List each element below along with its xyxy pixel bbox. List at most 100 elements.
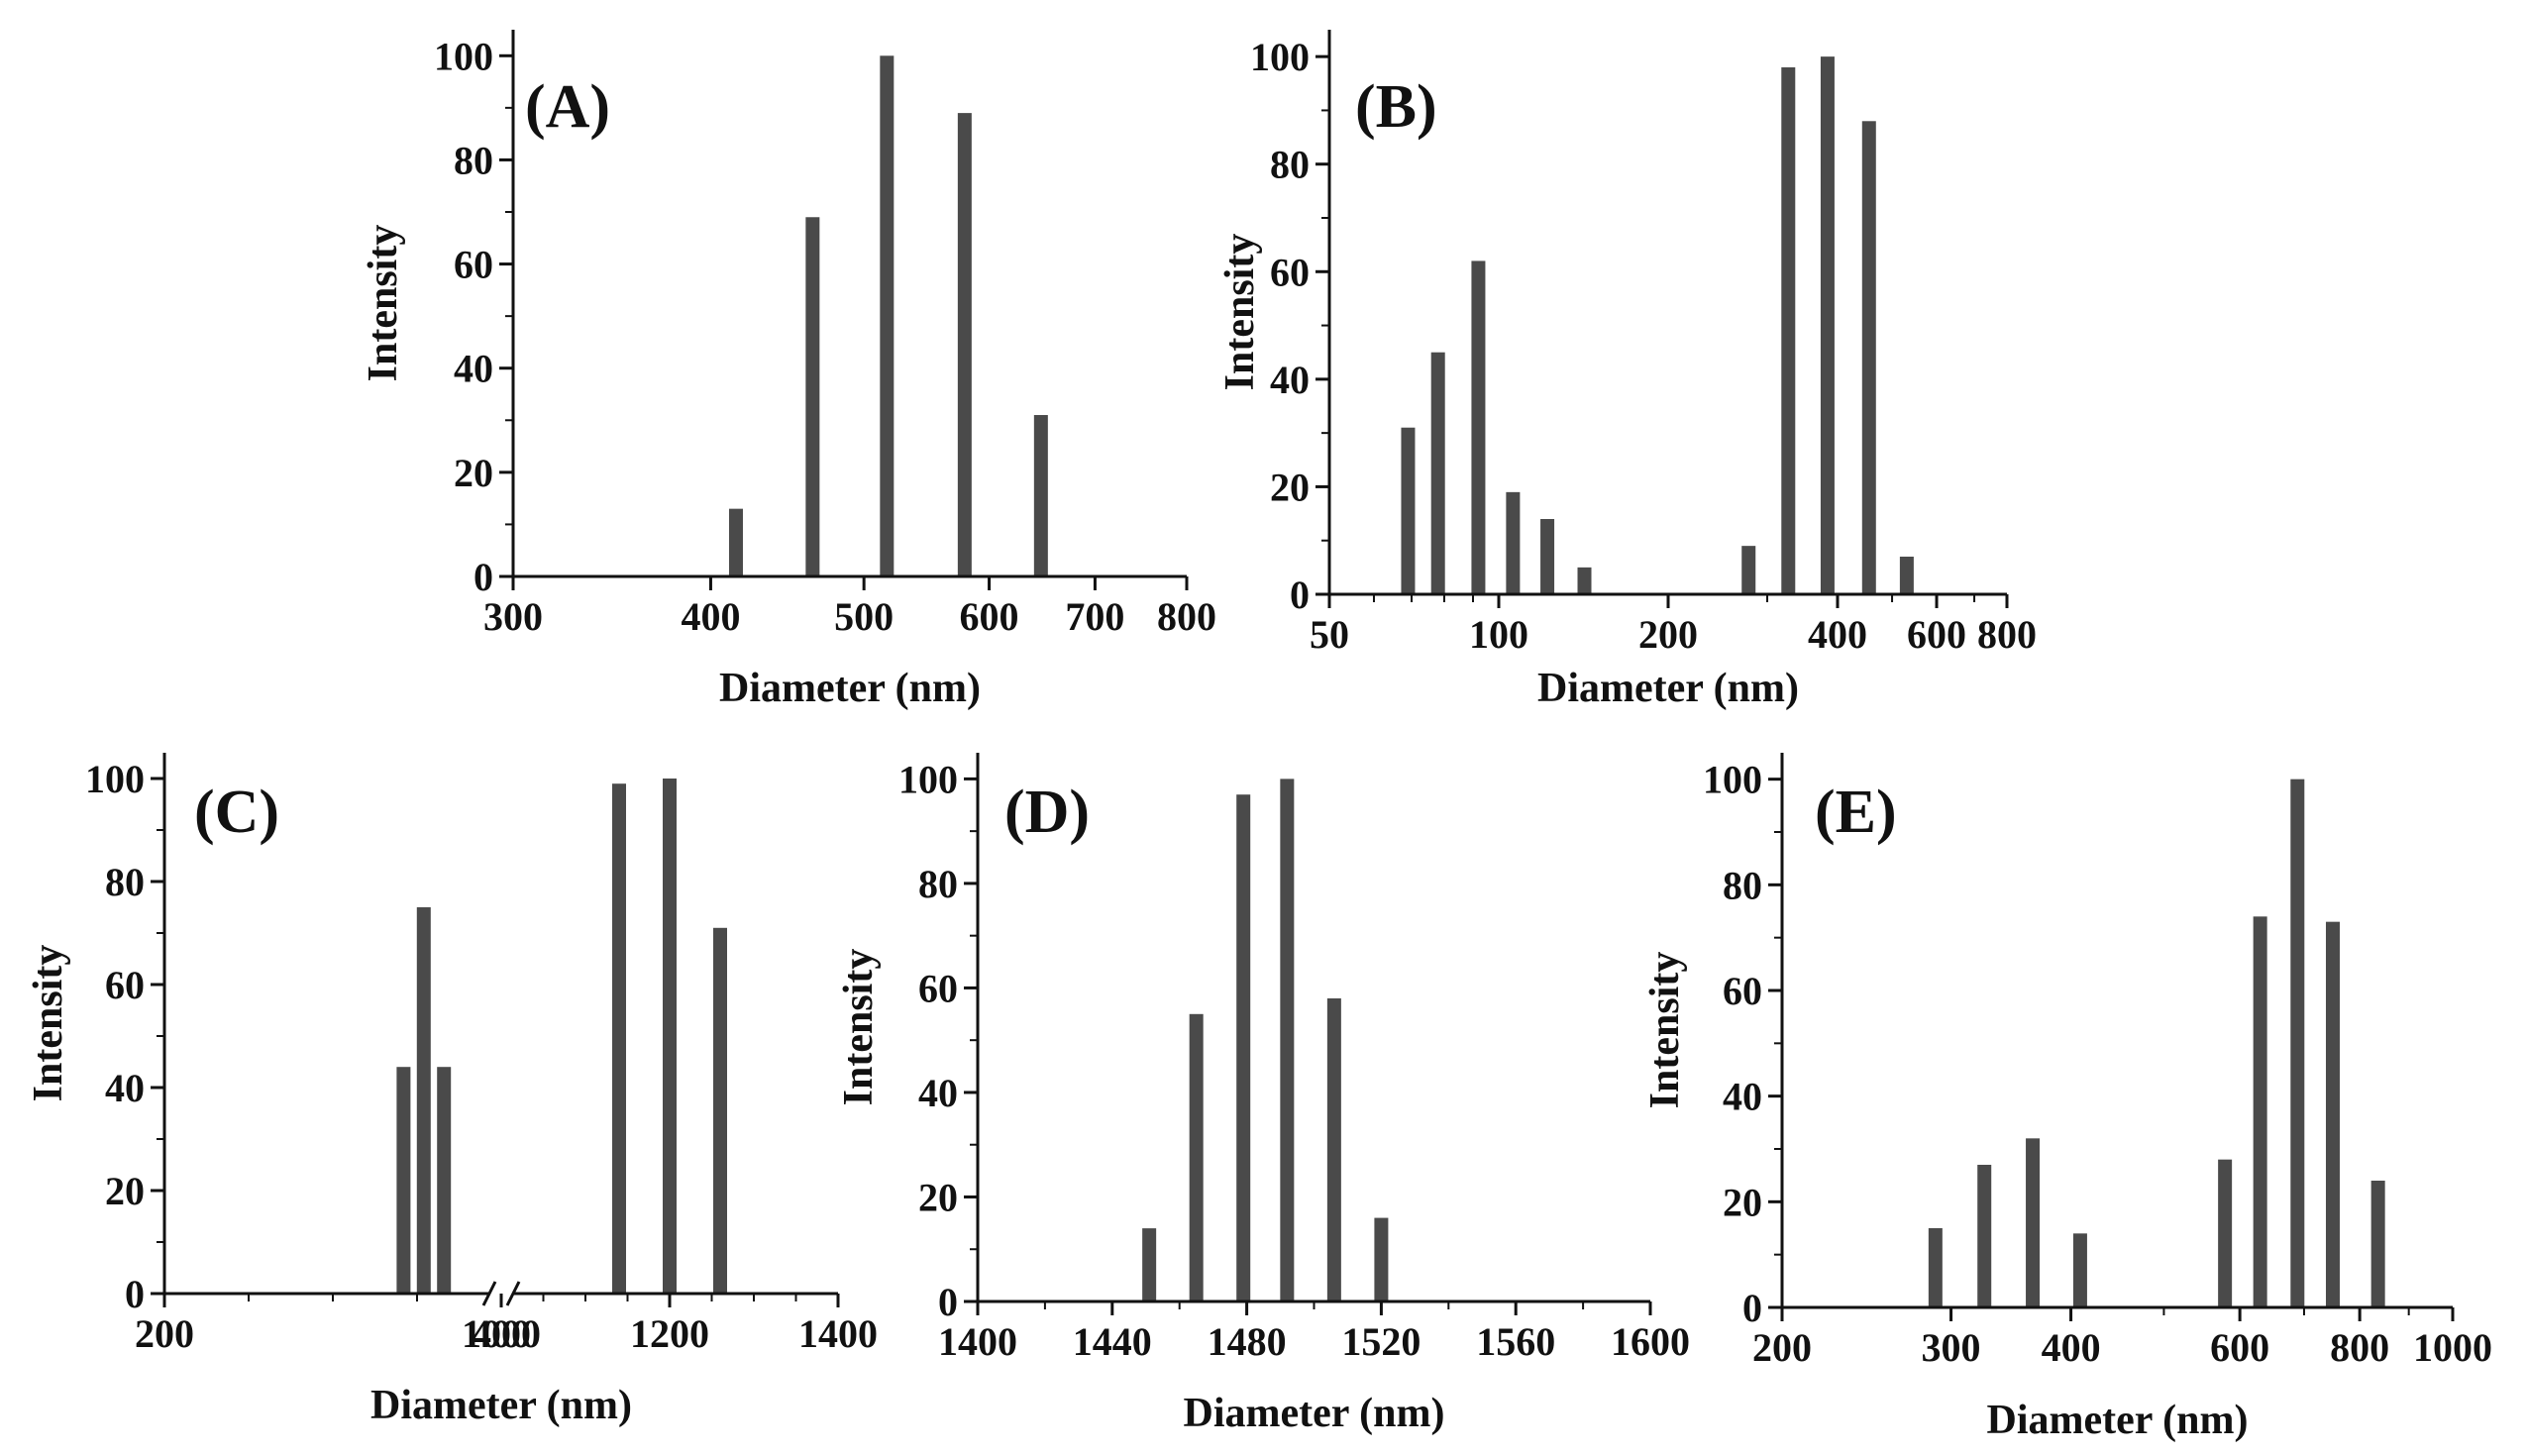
- panel-a-bar: [880, 55, 895, 577]
- panel-e-y-tick-label: 100: [1703, 758, 1762, 802]
- panel-e-y-tick-label: 80: [1723, 863, 1762, 907]
- panel-b-bar: [1540, 519, 1555, 594]
- panel-e-y-tick-label: 60: [1723, 969, 1762, 1013]
- panel-b-x-tick-label: 800: [1977, 612, 2037, 657]
- panel-c-axis-break-mark: [505, 1281, 521, 1306]
- panel-b-bar: [1430, 352, 1445, 594]
- panel-a-chart: 0 20 40 60 80 100 300 400 500 600 700 800 Diameter (…: [361, 30, 1216, 711]
- panel-c-y-tick-label: 40: [105, 1066, 145, 1110]
- panel-d-y-tick-label: 20: [918, 1175, 958, 1219]
- panel-d-y-tick-label: 80: [918, 862, 958, 906]
- panel-a-y-tick-label: 20: [454, 451, 493, 495]
- panel-c-y-tick-label: 80: [105, 860, 145, 904]
- panel-d-x-tick-label: 1600: [1611, 1319, 1690, 1364]
- panel-b-y-tick-label: 40: [1270, 358, 1310, 402]
- panel-e-bar: [2072, 1233, 2087, 1307]
- panel-a-x-tick-label: 700: [1065, 594, 1124, 639]
- panel-a-y-tick-label: 40: [454, 347, 493, 391]
- panel-c-y-tick-label: 100: [85, 757, 145, 801]
- panel-a-x-tick-label: 500: [834, 594, 894, 639]
- panel-b-y-tick-label: 80: [1270, 143, 1310, 187]
- panel-b-y-axis-title: Intensity: [1217, 234, 1263, 391]
- panel-c-x-axis-title: Diameter (nm): [370, 1383, 632, 1428]
- panel-c-bar: [416, 907, 431, 1294]
- panel-d-x-tick-label: 1400: [938, 1319, 1017, 1364]
- panel-b-y-tick-label: 100: [1250, 35, 1310, 79]
- panel-d-x-tick-label: 1480: [1208, 1319, 1287, 1364]
- panel-c-bar: [713, 927, 727, 1294]
- panel-a-y-tick-label: 0: [474, 555, 493, 599]
- panel-b-bar: [1899, 557, 1914, 594]
- panel-b-bar: [1781, 67, 1796, 594]
- panel-a-x-tick-label: 300: [483, 594, 543, 639]
- panel-d-x-tick-label: 1560: [1476, 1319, 1555, 1364]
- panel-b-x-tick-label: 200: [1638, 612, 1698, 657]
- panel-d-bar: [1236, 794, 1251, 1301]
- panel-e-y-tick-label: 0: [1742, 1286, 1762, 1330]
- panel-b-chart: 0 20 40 60 80 100 50 100 200 400 600 800 Diameter (n…: [1217, 30, 2037, 711]
- panel-d-x-tick-label: 1440: [1073, 1319, 1152, 1364]
- panel-c-x-tick-label: 1200: [630, 1311, 709, 1356]
- panel-b-bar: [1506, 491, 1521, 594]
- panel-d-x-tick-label: 1520: [1341, 1319, 1421, 1364]
- panel-b-y-tick-label: 0: [1290, 572, 1310, 617]
- panel-a-y-axis-title: Intensity: [361, 225, 406, 382]
- panel-d-label: (D): [1004, 779, 1090, 846]
- panel-e-x-tick-label: 400: [2042, 1325, 2101, 1370]
- panel-b-x-tick-label: 400: [1808, 612, 1867, 657]
- panel-c-bar: [437, 1067, 452, 1294]
- panel-a-bar: [957, 113, 972, 576]
- panel-d-x-axis-title: Diameter (nm): [1184, 1391, 1445, 1436]
- panel-b-y-tick-label: 20: [1270, 465, 1310, 509]
- panel-b-bar: [1577, 567, 1592, 594]
- panel-e-bar: [2370, 1181, 2385, 1307]
- panel-c-x-tick-label: 1400: [798, 1311, 878, 1356]
- panel-d-bar: [1280, 779, 1295, 1301]
- panel-a-bar: [805, 217, 820, 576]
- panel-e-bar: [1928, 1228, 1943, 1307]
- panel-e-label: (E): [1815, 779, 1897, 846]
- panel-e-bar: [2026, 1138, 2041, 1307]
- panel-b-bar: [1741, 546, 1756, 594]
- panel-c-x-tick-label: 200: [135, 1311, 194, 1356]
- panel-a-x-tick-label: 400: [681, 594, 740, 639]
- panel-e-x-tick-label: 600: [2210, 1325, 2269, 1370]
- panel-c-y-tick-label: 60: [105, 963, 145, 1007]
- panel-a-bar: [728, 508, 743, 576]
- panel-b-bar: [1820, 56, 1835, 594]
- panel-b-x-tick-label: 600: [1907, 612, 1966, 657]
- panel-e-bar: [2290, 779, 2305, 1307]
- panel-d-y-tick-label: 0: [938, 1280, 958, 1324]
- panel-d-bar: [1189, 1013, 1204, 1301]
- panel-c-label: (C): [194, 779, 279, 846]
- panel-d-chart: 0 20 40 60 80 100 1400 1440 1480 1520 1560 1600 Diam…: [836, 753, 1690, 1436]
- panel-a-x-axis-title: Diameter (nm): [719, 666, 981, 711]
- panel-b-x-tick-label: 50: [1310, 612, 1349, 657]
- panel-c-bar: [396, 1067, 411, 1294]
- panel-b-bar: [1861, 121, 1876, 595]
- panel-e-x-tick-label: 300: [1922, 1325, 1981, 1370]
- panel-e-bar: [2325, 921, 2340, 1307]
- panel-c-bar: [612, 783, 626, 1294]
- panel-e-x-tick-label: 200: [1752, 1325, 1812, 1370]
- panel-b-bar: [1401, 427, 1416, 594]
- panel-e-bar: [2253, 916, 2267, 1307]
- panel-e-chart: 0 20 40 60 80 100 200 300 400 600 800 1000 Diameter …: [1642, 753, 2492, 1443]
- panel-a-y-tick-label: 60: [454, 243, 493, 287]
- panel-e-x-axis-title: Diameter (nm): [1987, 1398, 2249, 1443]
- panel-e-bar: [1977, 1165, 1992, 1307]
- panel-a-y-tick-label: 80: [454, 138, 493, 182]
- panel-c-y-tick-label: 20: [105, 1169, 145, 1213]
- panel-c-x-tick-label: 1000: [462, 1311, 541, 1356]
- panel-b-label: (B): [1355, 73, 1437, 141]
- panel-a-x-tick-label: 800: [1157, 594, 1216, 639]
- panel-d-y-axis-title: Intensity: [836, 949, 882, 1106]
- panel-b-x-tick-label: 100: [1469, 612, 1528, 657]
- panel-c-bar: [663, 779, 677, 1294]
- panel-a-bar: [1033, 415, 1048, 576]
- panel-d-y-tick-label: 100: [898, 757, 958, 801]
- panel-c-y-tick-label: 0: [125, 1272, 145, 1316]
- panel-a-label: (A): [525, 73, 610, 141]
